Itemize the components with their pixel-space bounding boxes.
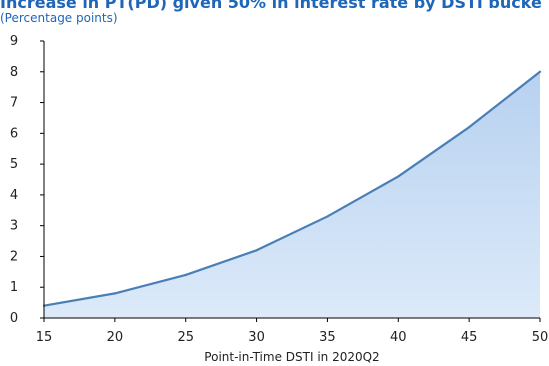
y-tick-label: 4 (10, 188, 18, 203)
data-point (255, 249, 258, 252)
y-tick-label: 5 (10, 157, 18, 172)
x-tick-label: 35 (319, 330, 336, 345)
x-tick-label: 15 (36, 330, 53, 345)
x-axis-title: Point-in-Time DSTI in 2020Q2 (204, 350, 379, 364)
data-point (113, 292, 116, 295)
y-tick-label: 6 (10, 126, 18, 141)
series-line (43, 70, 541, 307)
data-point (538, 70, 542, 73)
y-tick-label: 2 (10, 249, 18, 264)
y-tick-label: 0 (10, 311, 18, 326)
data-point (326, 215, 329, 218)
data-point (468, 126, 471, 129)
x-tick-label: 30 (248, 330, 265, 345)
y-tick-label: 1 (10, 280, 18, 295)
x-tick-label: 40 (390, 330, 407, 345)
data-point (397, 175, 400, 178)
x-tick-label: 20 (107, 330, 124, 345)
data-point (184, 273, 187, 277)
x-tick-label: 45 (461, 330, 478, 345)
y-tick-label: 8 (10, 65, 18, 80)
chart-subtitle: (Percentage points) (0, 11, 118, 25)
y-tick-label: 9 (10, 34, 18, 49)
chart-title: Increase in PT(PD) given 50% in interest… (0, 0, 542, 12)
x-tick-label: 50 (532, 330, 549, 345)
y-tick-label: 7 (10, 96, 18, 111)
x-tick-label: 25 (177, 330, 194, 345)
area-fill (44, 71, 540, 319)
y-tick-label: 3 (10, 219, 18, 234)
